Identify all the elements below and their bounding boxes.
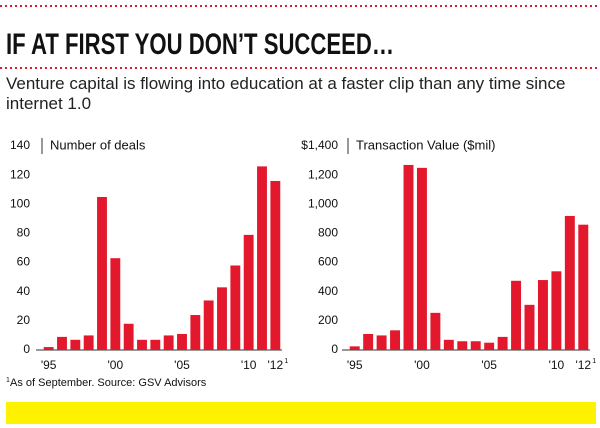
bar xyxy=(110,258,121,350)
bar xyxy=(416,167,427,350)
chart-title: Transaction Value ($mil) xyxy=(356,137,495,152)
yellow-band xyxy=(6,402,596,424)
x-tick-label: '10 xyxy=(241,358,257,372)
bar xyxy=(537,280,548,350)
bar xyxy=(349,346,360,350)
y-tick-label: 60 xyxy=(17,255,31,269)
bar xyxy=(70,339,81,350)
bar xyxy=(163,335,174,350)
bar xyxy=(551,271,562,350)
bar xyxy=(123,323,134,350)
y-tick-label: 0 xyxy=(331,342,338,356)
bar xyxy=(190,315,201,350)
y-tick-label: 600 xyxy=(318,255,338,269)
y-tick-label: 800 xyxy=(318,226,338,240)
bar xyxy=(578,224,589,350)
y-tick-label: 20 xyxy=(17,313,31,327)
y-tick-label: 100 xyxy=(10,196,30,210)
x-tick-label: '00 xyxy=(108,358,124,372)
y-tick-label: 1,000 xyxy=(308,196,338,210)
bar xyxy=(564,215,575,350)
bar xyxy=(43,347,54,350)
bar xyxy=(376,335,387,350)
x-tick-note: 1 xyxy=(284,358,288,365)
bar xyxy=(403,164,414,350)
x-tick-label: '12 xyxy=(575,358,591,372)
y-tick-label: $1,400 xyxy=(301,138,338,152)
subtitle: Venture capital is flowing into educatio… xyxy=(6,74,566,113)
bar xyxy=(430,312,441,350)
y-tick-label: 80 xyxy=(17,226,31,240)
bar xyxy=(511,280,522,350)
bar xyxy=(203,300,214,350)
x-tick-label: '00 xyxy=(414,358,430,372)
y-tick-label: 200 xyxy=(318,313,338,327)
x-tick-label: '12 xyxy=(268,358,284,372)
subtitle-box: Venture capital is flowing into educatio… xyxy=(6,74,566,113)
x-tick-label: '95 xyxy=(41,358,57,372)
bar xyxy=(177,333,187,350)
footnote-marker: 1 xyxy=(6,377,10,384)
bar xyxy=(243,234,254,350)
bar xyxy=(390,330,401,350)
footnote: As of September. Source: GSV Advisors xyxy=(10,377,207,389)
x-tick-label: '95 xyxy=(347,358,363,372)
bar xyxy=(257,166,267,350)
bar xyxy=(270,180,281,350)
bar xyxy=(484,342,495,350)
x-tick-label: '05 xyxy=(174,358,190,372)
bar xyxy=(230,265,241,350)
bar xyxy=(137,339,147,350)
bar xyxy=(363,333,374,350)
title: IF AT FIRST YOU DON’T SUCCEED… xyxy=(6,28,394,61)
bar xyxy=(217,287,227,350)
y-tick-label: 0 xyxy=(23,342,30,356)
bar xyxy=(83,335,94,350)
bar xyxy=(457,341,468,350)
bar xyxy=(57,336,67,350)
bar xyxy=(443,339,454,350)
bar xyxy=(497,336,508,350)
x-tick-label: '10 xyxy=(549,358,565,372)
bar xyxy=(470,341,481,350)
y-tick-label: 400 xyxy=(318,284,338,298)
bar xyxy=(97,197,107,350)
y-tick-label: 1,200 xyxy=(308,167,338,181)
y-tick-label: 120 xyxy=(10,167,30,181)
y-tick-label: 40 xyxy=(17,284,31,298)
y-tick-label: 140 xyxy=(10,138,30,152)
bar xyxy=(150,339,161,350)
x-tick-label: '05 xyxy=(481,358,497,372)
chart-title: Number of deals xyxy=(50,137,146,152)
x-tick-note: 1 xyxy=(592,358,596,365)
bar xyxy=(524,304,535,350)
